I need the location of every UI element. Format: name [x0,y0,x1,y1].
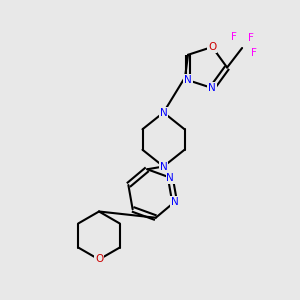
Text: O: O [95,254,103,265]
Text: O: O [208,42,216,52]
Text: F: F [231,32,237,42]
Text: N: N [184,75,192,85]
Text: N: N [167,173,174,183]
Text: F: F [248,33,254,43]
Text: N: N [160,107,167,118]
Text: N: N [208,83,216,93]
Text: N: N [160,161,167,172]
Text: N: N [171,197,178,207]
Text: F: F [250,48,256,59]
